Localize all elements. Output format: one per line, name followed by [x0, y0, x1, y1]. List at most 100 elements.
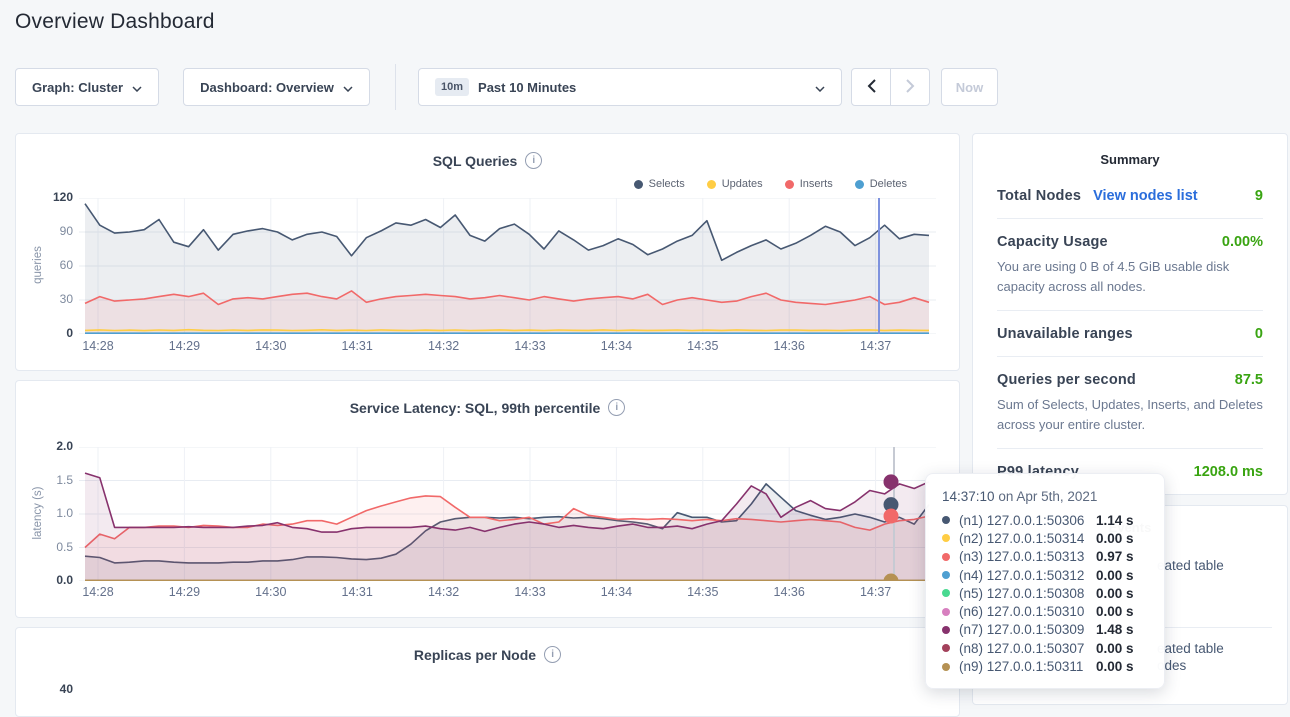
p99-latency-value: 1208.0 ms — [1194, 464, 1263, 480]
unavailable-ranges-row: Unavailable ranges 0 — [997, 311, 1263, 357]
axis-tick-label: 14:33 — [507, 339, 553, 353]
graph-dropdown-label: Graph: Cluster — [32, 80, 123, 95]
legend-label: Selects — [649, 178, 685, 190]
tooltip-node-value: 1.14 s — [1096, 513, 1134, 528]
tooltip-node-value: 0.00 s — [1096, 586, 1134, 601]
sql-queries-card: SQL Queries i Selects Updates Inserts Delet… — [15, 133, 960, 371]
tooltip-row: (n7) 127.0.0.1:503091.48 s — [942, 621, 1148, 639]
tooltip-row: (n6) 127.0.0.1:503100.00 s — [942, 602, 1148, 620]
sql-queries-plot[interactable] — [79, 198, 936, 334]
series-color-dot — [942, 516, 950, 524]
legend-label: Updates — [722, 178, 763, 190]
axis-tick-label: 14:32 — [421, 585, 467, 599]
tooltip-node-value: 0.97 s — [1096, 549, 1134, 564]
toolbar-divider — [395, 64, 396, 110]
service-latency-card: Service Latency: SQL, 99th percentile i … — [15, 380, 960, 618]
axis-tick-label: 0.0 — [33, 573, 73, 587]
legend-item[interactable]: Selects — [634, 178, 685, 190]
legend-item[interactable]: Deletes — [855, 178, 907, 190]
tooltip-node-label: (n1) 127.0.0.1:50306 — [959, 513, 1096, 528]
axis-tick-label: 2.0 — [33, 439, 73, 453]
total-nodes-row: Total Nodes View nodes list 9 — [997, 173, 1263, 219]
total-nodes-value: 9 — [1255, 188, 1263, 204]
series-color-dot — [942, 553, 950, 561]
queries-per-second-label: Queries per second — [997, 372, 1136, 388]
chart-legend: Selects Updates Inserts Deletes — [634, 178, 907, 190]
tooltip-row: (n2) 127.0.0.1:503140.00 s — [942, 529, 1148, 547]
now-button[interactable]: Now — [941, 68, 998, 106]
legend-label: Deletes — [870, 178, 907, 190]
legend-dot-icon — [855, 180, 864, 189]
axis-tick-label: 14:28 — [75, 339, 121, 353]
hover-tooltip: 14:37:10 on Apr 5th, 2021 (n1) 127.0.0.1… — [925, 473, 1165, 689]
info-icon[interactable]: i — [544, 646, 561, 663]
chart-title-text: Replicas per Node — [414, 647, 536, 663]
time-range-selector[interactable]: 10m Past 10 Minutes — [418, 68, 842, 106]
series-color-dot — [942, 571, 950, 579]
legend-label: Inserts — [800, 178, 833, 190]
y-axis-title: queries — [32, 205, 44, 325]
tooltip-timestamp: 14:37:10 on Apr 5th, 2021 — [942, 489, 1148, 504]
page-title: Overview Dashboard — [15, 10, 215, 34]
info-icon[interactable]: i — [608, 399, 625, 416]
chevron-right-icon — [906, 79, 915, 96]
series-color-dot — [942, 626, 950, 634]
tooltip-row: (n3) 127.0.0.1:503130.97 s — [942, 548, 1148, 566]
graph-dropdown[interactable]: Graph: Cluster — [15, 68, 159, 106]
series-color-dot — [942, 644, 950, 652]
tooltip-node-label: (n2) 127.0.0.1:50314 — [959, 531, 1096, 546]
tooltip-node-label: (n9) 127.0.0.1:50311 — [959, 659, 1096, 674]
info-icon[interactable]: i — [525, 152, 542, 169]
axis-tick-label: 14:34 — [593, 339, 639, 353]
unavailable-ranges-value: 0 — [1255, 326, 1263, 342]
legend-item[interactable]: Inserts — [785, 178, 833, 190]
chart-title-text: Service Latency: SQL, 99th percentile — [350, 400, 601, 416]
tooltip-node-value: 0.00 s — [1096, 604, 1134, 619]
capacity-usage-label: Capacity Usage — [997, 234, 1108, 250]
replicas-per-node-card: Replicas per Node i 40 — [15, 627, 960, 717]
axis-tick-label: 14:30 — [248, 339, 294, 353]
chart-title: Replicas per Node i — [16, 646, 959, 663]
queries-per-second-value: 87.5 — [1235, 372, 1263, 388]
axis-tick-label: 14:31 — [334, 339, 380, 353]
axis-tick-label: 14:35 — [680, 339, 726, 353]
queries-per-second-row: Queries per second 87.5 Sum of Selects, … — [997, 357, 1263, 449]
axis-tick-label: 14:37 — [853, 585, 899, 599]
tooltip-date: on Apr 5th, 2021 — [998, 489, 1097, 504]
time-range-label: Past 10 Minutes — [478, 80, 576, 95]
dashboard-dropdown[interactable]: Dashboard: Overview — [183, 68, 370, 106]
axis-tick-label: 40 — [33, 682, 73, 696]
axis-tick-label: 14:33 — [507, 585, 553, 599]
dashboard-dropdown-label: Dashboard: Overview — [200, 80, 334, 95]
next-time-button[interactable] — [890, 68, 930, 106]
capacity-usage-row: Capacity Usage 0.00% You are using 0 B o… — [997, 219, 1263, 311]
service-latency-plot[interactable] — [79, 447, 936, 581]
chart-title-text: SQL Queries — [433, 153, 518, 169]
capacity-usage-subtext: You are using 0 B of 4.5 GiB usable disk… — [997, 257, 1263, 296]
axis-tick-label: 120 — [33, 190, 73, 204]
overview-dashboard-page: Overview Dashboard Graph: Cluster Dashbo… — [0, 0, 1290, 689]
legend-dot-icon — [707, 180, 716, 189]
total-nodes-label: Total Nodes — [997, 188, 1081, 204]
time-range-badge: 10m — [435, 78, 469, 96]
tooltip-row: (n5) 127.0.0.1:503080.00 s — [942, 584, 1148, 602]
axis-tick-label: 14:36 — [766, 339, 812, 353]
chevron-down-icon — [132, 80, 142, 95]
axis-tick-label: 14:32 — [421, 339, 467, 353]
tooltip-row: (n1) 127.0.0.1:503061.14 s — [942, 511, 1148, 529]
legend-dot-icon — [634, 180, 643, 189]
capacity-usage-value: 0.00% — [1222, 234, 1263, 250]
summary-heading: Summary — [997, 152, 1263, 167]
tooltip-node-label: (n5) 127.0.0.1:50308 — [959, 586, 1096, 601]
tooltip-node-value: 1.48 s — [1096, 622, 1134, 637]
view-nodes-list-link[interactable]: View nodes list — [1093, 188, 1198, 204]
chevron-down-icon — [815, 80, 825, 95]
axis-tick-label: 14:30 — [248, 585, 294, 599]
tooltip-node-label: (n7) 127.0.0.1:50309 — [959, 622, 1096, 637]
tooltip-row: (n8) 127.0.0.1:503070.00 s — [942, 639, 1148, 657]
tooltip-row: (n9) 127.0.0.1:503110.00 s — [942, 657, 1148, 675]
summary-card: Summary Total Nodes View nodes list 9 Ca… — [972, 133, 1288, 495]
prev-time-button[interactable] — [851, 68, 891, 106]
legend-item[interactable]: Updates — [707, 178, 763, 190]
queries-per-second-subtext: Sum of Selects, Updates, Inserts, and De… — [997, 395, 1263, 434]
